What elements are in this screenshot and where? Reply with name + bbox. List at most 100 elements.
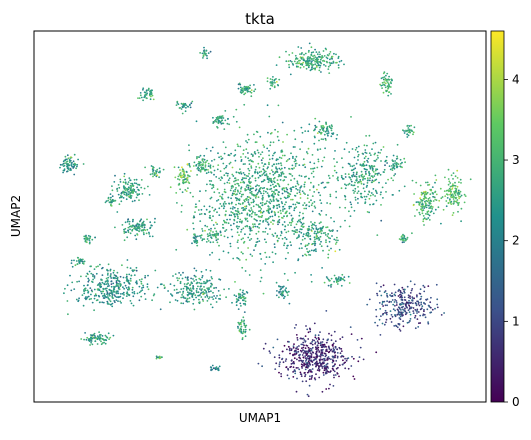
- data-point: [306, 152, 309, 155]
- data-point: [128, 294, 131, 296]
- data-point: [386, 292, 388, 295]
- data-point: [331, 58, 333, 60]
- data-point: [229, 242, 232, 245]
- data-point: [227, 172, 229, 175]
- data-point: [286, 133, 288, 136]
- data-point: [285, 247, 288, 250]
- data-point: [205, 147, 208, 150]
- data-point: [313, 339, 316, 342]
- data-point: [414, 316, 416, 319]
- data-point: [320, 351, 323, 354]
- data-point: [206, 159, 209, 162]
- data-point: [409, 292, 412, 294]
- data-point: [64, 155, 67, 158]
- data-point: [399, 311, 401, 314]
- data-point: [200, 282, 203, 285]
- data-point: [279, 197, 282, 200]
- data-point: [309, 352, 312, 354]
- data-point: [141, 289, 144, 291]
- data-point: [244, 89, 247, 92]
- data-point: [254, 168, 257, 171]
- data-point: [232, 175, 235, 177]
- data-point: [442, 208, 445, 211]
- data-point: [375, 315, 378, 318]
- data-point: [96, 338, 99, 341]
- data-point: [109, 336, 112, 339]
- data-point: [110, 205, 113, 207]
- data-point: [340, 284, 343, 287]
- data-point: [200, 270, 203, 273]
- data-point: [357, 153, 360, 156]
- data-point: [355, 173, 358, 176]
- data-point: [136, 292, 139, 295]
- data-point: [289, 73, 292, 76]
- data-point: [359, 192, 362, 195]
- data-point: [423, 224, 425, 226]
- data-point: [281, 187, 284, 190]
- data-point: [67, 313, 69, 316]
- data-point: [259, 219, 262, 222]
- data-point: [308, 42, 311, 45]
- data-point: [357, 145, 360, 148]
- data-point: [203, 154, 206, 157]
- data-point: [311, 243, 314, 245]
- data-point: [434, 174, 437, 177]
- data-point: [303, 185, 306, 188]
- data-point: [107, 269, 109, 272]
- data-point: [271, 165, 274, 167]
- data-point: [283, 187, 285, 190]
- data-point: [206, 287, 209, 290]
- data-point: [334, 243, 337, 245]
- data-point: [347, 367, 350, 370]
- data-point: [261, 204, 264, 207]
- data-point: [107, 272, 109, 275]
- data-point: [130, 189, 133, 192]
- data-point: [125, 287, 128, 289]
- data-point: [327, 345, 330, 348]
- data-point: [177, 291, 180, 294]
- data-point: [212, 234, 215, 237]
- data-point: [275, 281, 278, 284]
- data-point: [363, 164, 366, 167]
- data-point: [116, 276, 119, 279]
- data-point: [235, 171, 238, 174]
- data-point: [330, 358, 332, 361]
- data-point: [337, 176, 339, 179]
- data-point: [122, 197, 125, 199]
- data-point: [272, 154, 274, 157]
- data-point: [295, 390, 298, 393]
- data-point: [120, 302, 122, 304]
- data-point: [266, 218, 268, 221]
- data-point: [356, 178, 358, 180]
- data-point: [155, 170, 158, 173]
- data-point: [385, 313, 388, 316]
- data-point: [301, 365, 303, 368]
- data-point: [181, 170, 184, 172]
- data-point: [261, 365, 263, 368]
- data-point: [238, 225, 240, 228]
- data-point: [233, 215, 236, 218]
- data-point: [288, 207, 291, 210]
- data-point: [204, 54, 207, 56]
- data-point: [405, 130, 407, 133]
- data-point: [279, 209, 282, 212]
- data-point: [367, 157, 370, 160]
- data-point: [199, 52, 202, 54]
- data-point: [248, 209, 251, 212]
- data-point: [251, 212, 253, 215]
- data-point: [113, 274, 116, 276]
- data-point: [296, 237, 298, 240]
- data-point: [89, 287, 92, 289]
- data-point: [259, 216, 262, 218]
- data-point: [118, 186, 121, 189]
- data-point: [179, 282, 182, 285]
- data-point: [199, 190, 201, 193]
- data-point: [181, 277, 184, 280]
- data-point: [269, 179, 271, 182]
- data-point: [254, 218, 257, 221]
- data-point: [256, 149, 259, 152]
- data-point: [203, 51, 206, 53]
- data-point: [386, 296, 389, 298]
- data-point: [296, 201, 298, 204]
- data-point: [292, 217, 294, 220]
